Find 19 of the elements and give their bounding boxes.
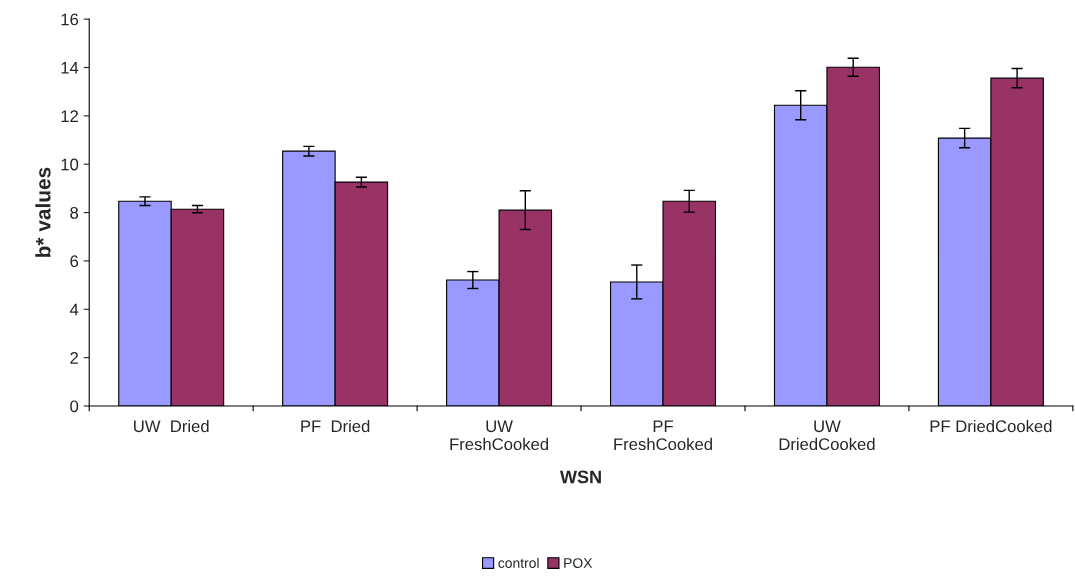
y-tick-label: 14 [61, 62, 79, 74]
x-tick-label: PF FreshCooked [614, 420, 712, 451]
legend-label: POX [564, 558, 593, 568]
x-axis-title: WSN [559, 470, 601, 484]
x-tick-label: UW Dried [134, 419, 209, 433]
y-tick-label: 12 [61, 110, 78, 122]
y-tick-label: 4 [69, 303, 79, 316]
y-tick-label: 10 [61, 158, 79, 171]
x-tick-label: UW DriedCooked [779, 420, 875, 451]
x-tick-label: PF DriedCooked [930, 419, 1052, 433]
y-tick-label: 8 [70, 206, 79, 219]
y-tick-label: 2 [70, 352, 78, 364]
y-axis-title: b* values [35, 167, 51, 257]
x-tick-label: PF Dried [301, 419, 370, 433]
y-tick-label: 0 [70, 400, 79, 413]
legend-label: control [498, 557, 539, 568]
y-tick-label: 16 [61, 13, 79, 26]
x-tick-label: UW FreshCooked [450, 420, 549, 451]
y-tick-label: 6 [70, 255, 79, 268]
